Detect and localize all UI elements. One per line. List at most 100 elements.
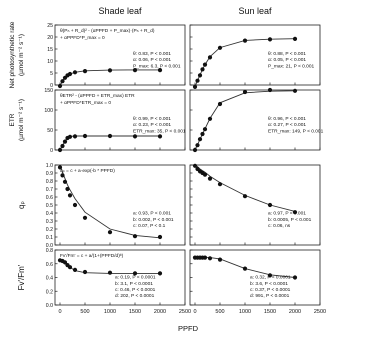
data-point — [72, 202, 78, 208]
data-point — [197, 137, 203, 142]
data-point — [292, 275, 298, 280]
y-axis-label: qₚ — [17, 201, 26, 209]
x-tick-label: 1500 — [129, 309, 141, 315]
y-tick-label: 25 — [47, 23, 53, 29]
panel-frame — [54, 24, 186, 86]
parameter-text: a: 0.32, P < 0.0001 — [250, 275, 291, 281]
y-axis-label: Net photosynthetic rate — [9, 21, 16, 88]
data-point — [67, 134, 73, 139]
data-point — [65, 186, 70, 192]
data-point — [72, 70, 78, 75]
data-point — [195, 143, 200, 148]
equation-text: qₚ = c + a·exp(-b * PPFD) — [60, 168, 115, 174]
panel-6: 0.0 0.2 0.4 0.6 0.8 0 500 1000 1500 2000 2500 Fv'/F… — [17, 248, 191, 315]
data-point — [60, 143, 65, 149]
data-point — [242, 89, 248, 95]
x-tick-label: 1000 — [104, 309, 116, 315]
parameter-text: ETR_max: 149, P < 0.001 — [268, 128, 324, 134]
y-tick-label: 15 — [47, 47, 53, 53]
equation-text: θETR² - (αPPFD + ETR_max) ETR — [60, 93, 135, 99]
data-point — [57, 165, 63, 170]
parameter-text: a: 0.93, P < 0.001 — [133, 211, 171, 217]
y-tick-label: 100 — [44, 108, 53, 114]
data-point — [82, 69, 88, 74]
data-point — [207, 176, 213, 181]
parameter-text: P_max: 21, P < 0.001 — [268, 63, 315, 69]
data-point — [60, 173, 65, 178]
data-point — [132, 234, 138, 239]
x-tick-label: 0 — [58, 309, 61, 315]
data-point — [267, 87, 273, 93]
panel-0: 0 5 10 15 20 25 Net photosynthetic rate (µmol m… — [9, 21, 186, 89]
x-tick-label: 1000 — [239, 309, 251, 315]
y-axis-label: Fv'/Fm' — [17, 264, 26, 290]
data-point — [292, 88, 298, 93]
data-point — [157, 234, 163, 240]
x-tick-label: 2000 — [154, 309, 166, 315]
column-title-sun-leaf: Sun leaf — [238, 6, 272, 16]
data-point — [60, 79, 65, 84]
x-tick-label: 500 — [215, 309, 224, 315]
y-tick-label: 0 — [50, 83, 53, 89]
y-tick-label: 0.0 — [46, 303, 53, 309]
parameter-text: b: 0.0005, P < 0.001 — [268, 217, 312, 223]
parameter-text: θ: 0.96, P < 0.001 — [268, 116, 306, 122]
data-point — [202, 62, 208, 67]
x-tick-label: 500 — [80, 309, 89, 315]
y-tick-label: 0.9 — [46, 171, 53, 177]
parameter-text: α: 0.06, P < 0.001 — [133, 57, 171, 63]
data-point — [132, 271, 138, 276]
data-point — [197, 73, 203, 78]
data-point — [67, 71, 73, 77]
y-tick-label: 5 — [50, 71, 53, 77]
parameter-text: d: 202, P < 0.0001 — [115, 293, 155, 299]
data-point — [195, 78, 200, 83]
column-title-shade-leaf: Shade leaf — [98, 6, 142, 16]
x-tick-label: 0 — [193, 309, 196, 315]
data-point — [82, 269, 88, 275]
y-tick-label: 0.2 — [46, 289, 53, 295]
fit-curve — [194, 90, 296, 151]
panel-4: 0.0 0.1 0.2 0.3 0.4 0.5 0.6 0.7 0.8 0.9 1.0 qₚ qₚ = … — [17, 163, 186, 249]
data-point — [157, 271, 163, 276]
parameter-text: a: 0.19, P < 0.0001 — [115, 275, 156, 281]
data-point — [217, 101, 223, 107]
y-tick-label: 0.8 — [46, 248, 53, 254]
y-tick-label: 0 — [50, 148, 53, 154]
y-tick-label: 0.1 — [46, 235, 53, 241]
parameter-text: θ: 0.88, P < 0.001 — [268, 51, 306, 57]
parameter-text: b: 3.1, P < 0.0001 — [115, 281, 153, 287]
data-point — [192, 147, 198, 153]
equation-text: + αPPFD*P_max = 0 — [60, 35, 105, 41]
y-tick-label: 0.5 — [46, 203, 53, 209]
data-point — [107, 230, 113, 235]
data-point — [217, 45, 223, 50]
y-axis-label: (µmol m⁻² s⁻¹) — [18, 99, 25, 141]
data-point — [192, 163, 198, 168]
data-point — [67, 193, 73, 198]
x-tick-label: 2500 — [179, 309, 191, 315]
data-point — [107, 270, 113, 275]
y-tick-label: 0.0 — [46, 243, 53, 249]
y-tick-label: 1.0 — [46, 163, 53, 169]
y-tick-label: 0.8 — [46, 179, 53, 185]
y-tick-label: 150 — [44, 88, 53, 94]
data-point — [57, 83, 63, 89]
y-tick-label: 0.4 — [46, 276, 53, 282]
data-point — [62, 139, 68, 144]
data-point — [72, 267, 78, 272]
data-point — [57, 147, 63, 153]
y-tick-label: 0.7 — [46, 187, 53, 193]
data-point — [292, 36, 298, 42]
fit-curve — [59, 135, 160, 151]
equation-text: Fv'/Fm' = c + a/(1+(PPFD/d)ᵇ) — [60, 253, 124, 259]
data-point — [107, 68, 113, 73]
y-tick-label: 20 — [47, 35, 53, 41]
parameter-text: c: 0.46, P < 0.0001 — [115, 287, 156, 293]
fit-curve — [194, 164, 296, 212]
equation-text: + αPPFD*ETR_max = 0 — [60, 100, 111, 106]
data-point — [217, 257, 223, 262]
